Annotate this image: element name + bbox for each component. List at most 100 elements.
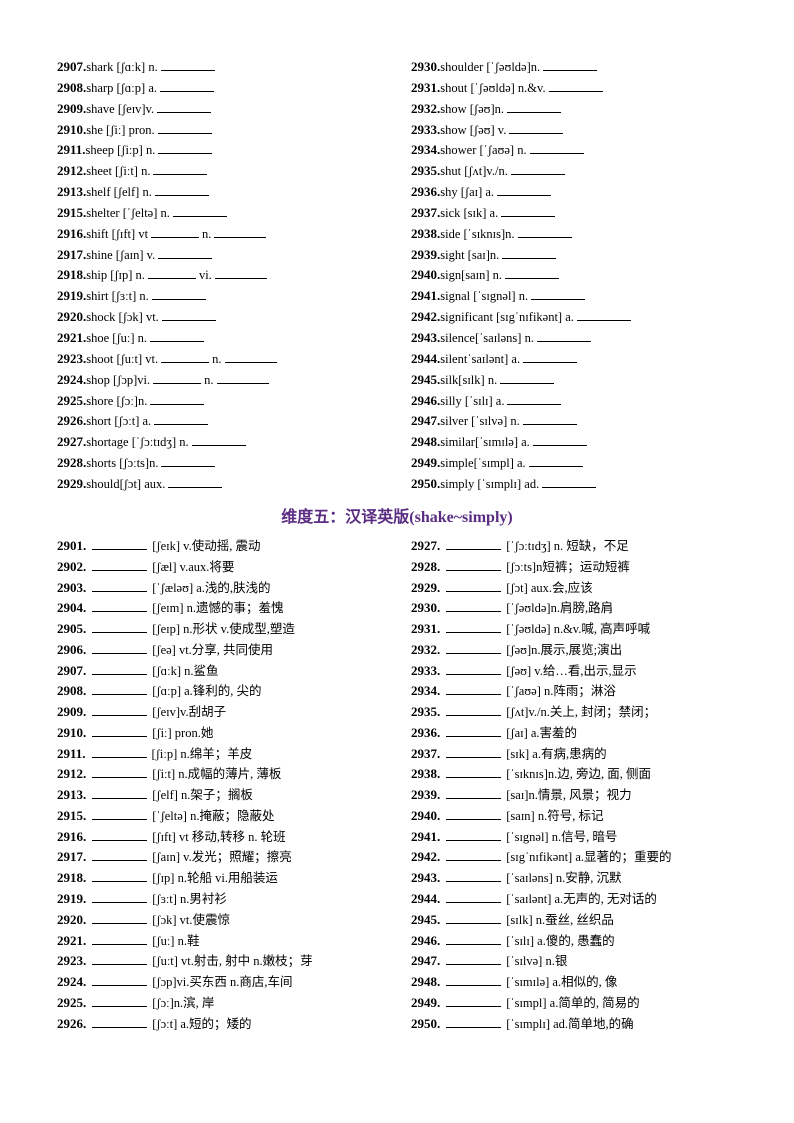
answer-blank[interactable] (92, 579, 148, 592)
answer-blank[interactable] (505, 266, 560, 280)
entry-number: 2904. (57, 600, 87, 616)
answer-blank[interactable] (446, 869, 502, 883)
answer-blank[interactable] (157, 100, 212, 113)
answer-blank[interactable] (158, 246, 213, 259)
answer-blank[interactable] (158, 141, 213, 155)
answer-blank[interactable] (172, 204, 227, 217)
answer-blank[interactable] (532, 433, 587, 447)
answer-blank[interactable] (446, 1015, 502, 1028)
answer-blank[interactable] (161, 454, 216, 468)
answer-blank[interactable] (446, 703, 502, 717)
answer-blank[interactable] (92, 537, 148, 550)
answer-blank[interactable] (216, 371, 269, 384)
answer-blank[interactable] (446, 662, 502, 675)
answer-blank[interactable] (446, 994, 502, 1007)
answer-blank[interactable] (446, 558, 502, 571)
answer-blank[interactable] (510, 162, 565, 176)
answer-blank[interactable] (157, 121, 212, 134)
answer-blank[interactable] (92, 682, 148, 696)
answer-blank[interactable] (92, 828, 148, 841)
answer-blank[interactable] (542, 475, 597, 488)
answer-blank[interactable] (446, 641, 502, 654)
answer-blank[interactable] (153, 162, 208, 176)
answer-blank[interactable] (92, 848, 148, 862)
vocab-entry: 2915. [ˈʃeltə] n.掩蔽；隐蔽处 (57, 806, 397, 827)
entry-number: 2948. (411, 434, 441, 450)
answer-blank[interactable] (446, 599, 502, 613)
answer-blank[interactable] (500, 371, 555, 384)
answer-blank[interactable] (92, 641, 148, 654)
answer-blank[interactable] (151, 287, 206, 301)
answer-blank[interactable] (92, 558, 148, 571)
answer-blank[interactable] (214, 266, 267, 280)
answer-blank[interactable] (92, 786, 148, 800)
answer-blank[interactable] (446, 579, 502, 592)
answer-blank[interactable] (509, 121, 564, 134)
answer-blank[interactable] (168, 475, 223, 488)
answer-blank[interactable] (191, 433, 246, 447)
answer-blank[interactable] (161, 308, 216, 322)
answer-blank[interactable] (446, 537, 502, 550)
answer-blank[interactable] (446, 682, 502, 696)
answer-blank[interactable] (507, 100, 562, 113)
answer-blank[interactable] (92, 620, 148, 634)
answer-blank[interactable] (92, 932, 148, 945)
answer-blank[interactable] (92, 994, 148, 1007)
answer-blank[interactable] (161, 350, 210, 363)
answer-blank[interactable] (92, 973, 148, 987)
answer-blank[interactable] (151, 225, 200, 238)
answer-blank[interactable] (150, 329, 204, 342)
answer-blank[interactable] (536, 329, 591, 342)
answer-blank[interactable] (154, 412, 209, 426)
answer-blank[interactable] (153, 371, 202, 384)
answer-blank[interactable] (92, 599, 148, 613)
answer-blank[interactable] (446, 911, 502, 924)
answer-blank[interactable] (531, 287, 586, 301)
answer-blank[interactable] (154, 183, 209, 197)
answer-blank[interactable] (214, 225, 267, 238)
answer-blank[interactable] (92, 952, 148, 966)
answer-blank[interactable] (529, 141, 584, 155)
answer-blank[interactable] (507, 392, 562, 405)
entry-definition: [ʃɔk] vt.使震惊 (152, 912, 231, 927)
answer-blank[interactable] (92, 765, 148, 779)
answer-blank[interactable] (502, 246, 557, 259)
answer-blank[interactable] (446, 890, 502, 904)
answer-blank[interactable] (92, 1015, 148, 1028)
answer-blank[interactable] (446, 620, 502, 634)
answer-blank[interactable] (92, 890, 148, 904)
answer-blank[interactable] (446, 973, 502, 987)
answer-blank[interactable] (92, 662, 148, 675)
answer-blank[interactable] (91, 745, 147, 758)
answer-blank[interactable] (147, 266, 196, 280)
answer-blank[interactable] (92, 703, 148, 717)
answer-blank[interactable] (446, 807, 502, 820)
answer-blank[interactable] (92, 869, 148, 883)
answer-blank[interactable] (446, 745, 502, 758)
answer-blank[interactable] (576, 308, 631, 322)
answer-blank[interactable] (92, 724, 148, 737)
answer-blank[interactable] (497, 183, 552, 197)
answer-blank[interactable] (160, 79, 214, 92)
answer-blank[interactable] (150, 392, 205, 405)
answer-blank[interactable] (501, 204, 556, 217)
answer-blank[interactable] (92, 911, 148, 924)
answer-blank[interactable] (528, 454, 583, 468)
answer-blank[interactable] (548, 79, 603, 92)
answer-blank[interactable] (517, 225, 572, 238)
answer-blank[interactable] (160, 58, 215, 71)
vocab-entry: 2948. [ˈsɪmɪlə] a.相似的, 像 (411, 972, 751, 993)
answer-blank[interactable] (446, 786, 502, 800)
entry-number: 2935. (411, 163, 441, 179)
answer-blank[interactable] (446, 724, 502, 737)
answer-blank[interactable] (522, 412, 577, 426)
answer-blank[interactable] (523, 350, 578, 363)
answer-blank[interactable] (446, 848, 502, 862)
answer-blank[interactable] (92, 807, 148, 820)
answer-blank[interactable] (446, 952, 502, 966)
answer-blank[interactable] (446, 765, 502, 779)
answer-blank[interactable] (446, 828, 502, 841)
answer-blank[interactable] (224, 350, 277, 363)
answer-blank[interactable] (543, 58, 598, 71)
answer-blank[interactable] (446, 932, 502, 945)
